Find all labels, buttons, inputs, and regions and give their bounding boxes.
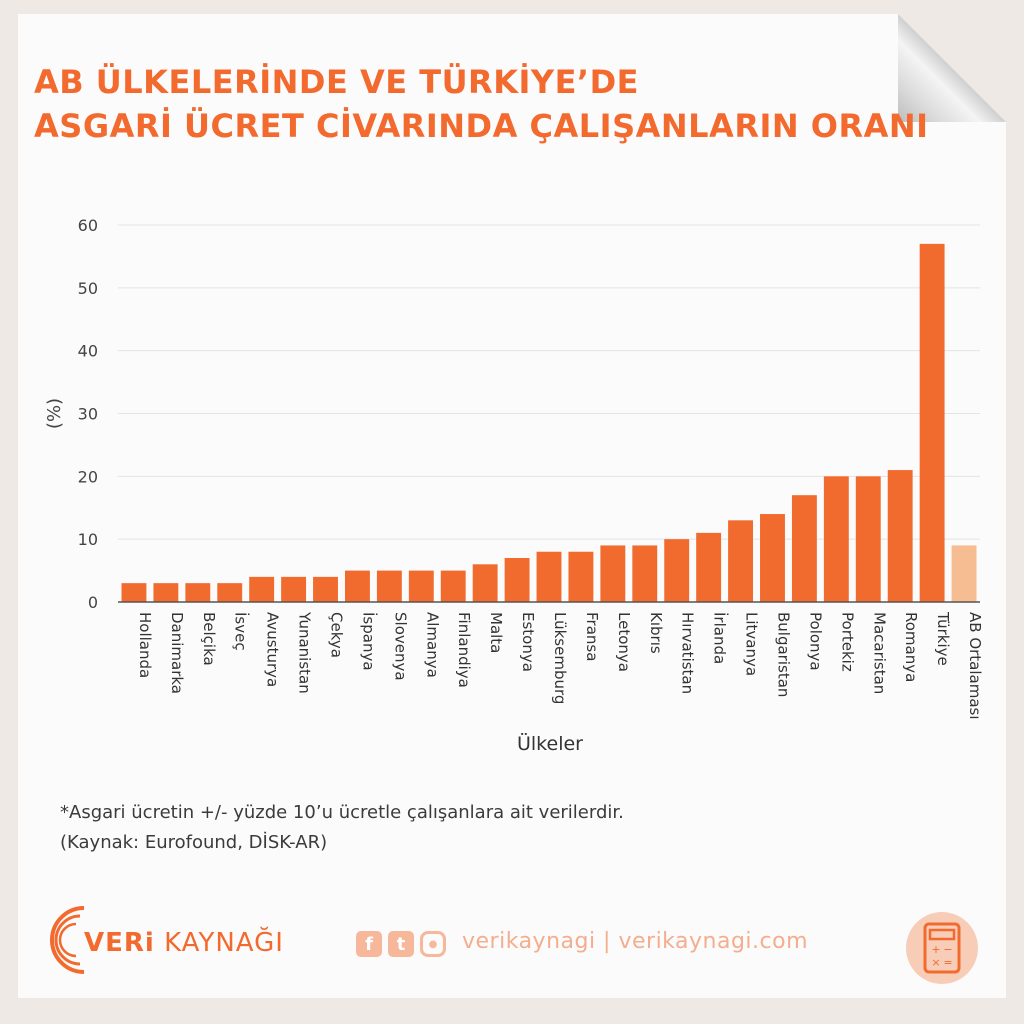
y-axis-label: (%) <box>44 398 65 429</box>
svg-text:+: + <box>931 943 940 956</box>
bar <box>217 583 243 602</box>
bar <box>887 470 913 602</box>
veri-kaynagi-logo-icon <box>50 906 85 974</box>
x-tick-label: AB Ortalaması <box>966 612 984 720</box>
social-icons: f t ● <box>356 931 446 957</box>
bar <box>472 564 498 602</box>
bar <box>153 583 179 602</box>
x-tick-label: Fransa <box>583 612 601 661</box>
bar <box>919 243 945 602</box>
y-tick-label: 50 <box>78 279 98 298</box>
x-tick-label: Türkiye <box>934 611 952 666</box>
bar <box>791 495 817 602</box>
x-tick-label: Çekya <box>328 612 346 658</box>
y-tick-label: 30 <box>78 405 98 424</box>
facebook-icon[interactable]: f <box>356 931 382 957</box>
x-tick-label: Yunanistan <box>296 611 314 694</box>
x-tick-label: Romanya <box>902 612 920 682</box>
social-handles[interactable]: verikaynagi | verikaynagi.com <box>462 929 809 954</box>
twitter-icon[interactable]: t <box>388 931 414 957</box>
x-tick-label: Litvanya <box>743 612 761 676</box>
bar <box>249 576 275 602</box>
bar <box>632 545 658 602</box>
instagram-icon[interactable]: ● <box>420 931 446 957</box>
bar <box>440 570 466 602</box>
chart-title: AB ÜLKELERİNDE VE TÜRKİYE’DE ASGARİ ÜCRE… <box>34 60 929 148</box>
bar <box>568 551 594 602</box>
x-tick-label: Slovenya <box>391 612 409 681</box>
y-tick-label: 20 <box>78 467 98 486</box>
y-tick-label: 60 <box>78 216 98 235</box>
x-tick-label: Danimarka <box>168 612 186 694</box>
svg-text:×: × <box>931 956 940 969</box>
bar <box>760 514 785 602</box>
x-tick-label: Avusturya <box>264 612 282 687</box>
calculator-icon: + − × = <box>906 912 978 984</box>
bar <box>185 583 211 602</box>
x-tick-label: Letonya <box>615 612 633 672</box>
x-tick-label: Bulgaristan <box>774 612 792 697</box>
bar <box>664 539 690 602</box>
brand-name-bold: VERi <box>84 928 155 958</box>
footnote-line-1: *Asgari ücretin +/- yüzde 10’u ücretle ç… <box>60 802 624 823</box>
x-tick-label: Malta <box>487 612 505 653</box>
bar <box>344 570 370 602</box>
bar <box>121 583 147 602</box>
y-tick-label: 40 <box>78 342 98 361</box>
x-tick-label: Kıbrıs <box>647 612 665 654</box>
x-tick-label: İspanya <box>359 612 378 671</box>
title-line-2: ASGARİ ÜCRET CİVARINDA ÇALIŞANLARIN ORAN… <box>34 107 929 145</box>
bar-chart: 0 10 20 30 40 50 60 (%) Hollanda Danimarka Belçika… <box>44 216 984 755</box>
bar <box>376 570 402 602</box>
bar <box>408 570 434 602</box>
x-tick-label: Belçika <box>200 612 218 666</box>
brand-name: VERi KAYNAĞI <box>84 928 284 958</box>
x-tick-label: Macaristan <box>870 612 888 694</box>
x-tick-label: Estonya <box>519 612 537 672</box>
x-axis-label: Ülkeler <box>517 732 583 755</box>
bar <box>281 576 307 602</box>
x-tick-label: Portekiz <box>838 612 856 672</box>
bar <box>504 558 530 602</box>
y-tick-label: 0 <box>88 593 98 612</box>
footnote-source: (Kaynak: Eurofound, DİSK-AR) <box>60 832 328 853</box>
svg-text:=: = <box>943 956 952 969</box>
bar <box>951 545 977 602</box>
x-tick-label: Polonya <box>806 612 824 671</box>
bar <box>600 545 626 602</box>
bar <box>823 476 849 602</box>
footnote: *Asgari ücretin +/- yüzde 10’u ücretle ç… <box>60 798 624 858</box>
bar <box>855 476 881 602</box>
x-tick-label: İsveç <box>232 612 251 651</box>
bar <box>313 576 338 602</box>
svg-text:−: − <box>943 943 952 956</box>
x-tick-label: Hollanda <box>136 612 154 678</box>
bar <box>696 532 722 602</box>
bar <box>728 520 754 602</box>
title-line-1: AB ÜLKELERİNDE VE TÜRKİYE’DE <box>34 63 639 101</box>
x-tick-label: Hırvatistan <box>679 612 697 694</box>
y-tick-label: 10 <box>78 530 98 549</box>
bar <box>536 551 562 602</box>
x-tick-label: Lüksemburg <box>551 612 569 704</box>
x-tick-label: İrlanda <box>711 612 730 664</box>
brand-name-light: KAYNAĞI <box>164 928 284 958</box>
x-tick-label: Finlandiya <box>455 612 473 688</box>
x-tick-label: Almanya <box>423 612 441 678</box>
